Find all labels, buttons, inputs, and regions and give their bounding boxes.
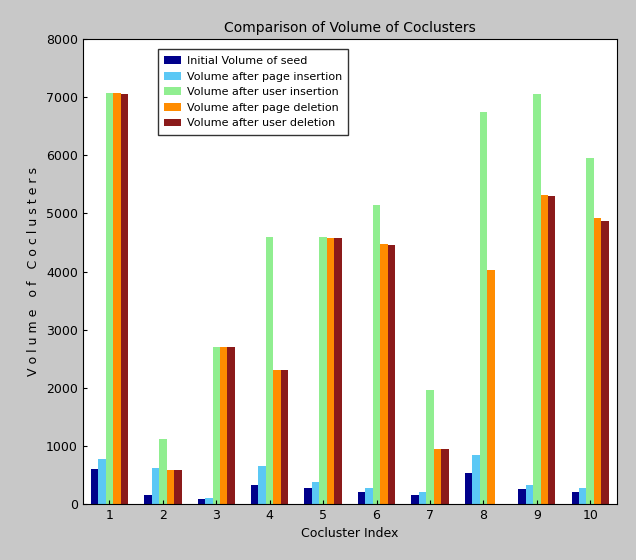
Bar	[579, 488, 586, 504]
Bar	[319, 237, 327, 504]
Bar	[212, 347, 220, 504]
Bar	[411, 495, 418, 504]
Bar	[472, 455, 480, 504]
Bar	[281, 370, 288, 504]
Bar	[525, 486, 533, 504]
Legend: Initial Volume of seed, Volume after page insertion, Volume after user insertion: Initial Volume of seed, Volume after pag…	[158, 49, 349, 135]
Bar	[312, 482, 319, 504]
Bar	[205, 498, 212, 504]
Bar	[113, 92, 121, 504]
Bar	[373, 205, 380, 504]
Bar	[465, 473, 472, 504]
Bar	[144, 495, 151, 504]
Bar	[380, 244, 388, 504]
Bar	[327, 238, 335, 504]
Bar	[594, 218, 602, 504]
Bar	[335, 239, 342, 504]
Bar	[121, 94, 128, 504]
Bar	[518, 489, 525, 504]
Bar	[602, 221, 609, 504]
Bar	[228, 347, 235, 504]
Bar	[167, 470, 174, 504]
Bar	[258, 466, 266, 504]
Bar	[159, 439, 167, 504]
Bar	[572, 492, 579, 504]
Bar	[388, 245, 395, 504]
Bar	[106, 92, 113, 504]
Bar	[418, 492, 426, 504]
Title: Comparison of Volume of Coclusters: Comparison of Volume of Coclusters	[224, 21, 476, 35]
Bar	[365, 488, 373, 504]
Bar	[91, 469, 98, 504]
Bar	[198, 500, 205, 504]
Bar	[434, 449, 441, 504]
Bar	[220, 347, 228, 504]
Bar	[358, 492, 365, 504]
Bar	[480, 112, 487, 504]
Bar	[251, 486, 258, 504]
Bar	[174, 470, 181, 504]
Bar	[586, 158, 594, 504]
Bar	[305, 488, 312, 504]
Bar	[151, 468, 159, 504]
Bar	[98, 459, 106, 504]
Bar	[273, 370, 281, 504]
Y-axis label: V o l u m e   o f   C o c l u s t e r s: V o l u m e o f C o c l u s t e r s	[27, 167, 40, 376]
Bar	[541, 195, 548, 504]
Bar	[487, 270, 495, 504]
X-axis label: Cocluster Index: Cocluster Index	[301, 528, 399, 540]
Bar	[266, 237, 273, 504]
Bar	[441, 449, 448, 504]
Bar	[548, 196, 555, 504]
Bar	[426, 390, 434, 504]
Bar	[533, 95, 541, 504]
